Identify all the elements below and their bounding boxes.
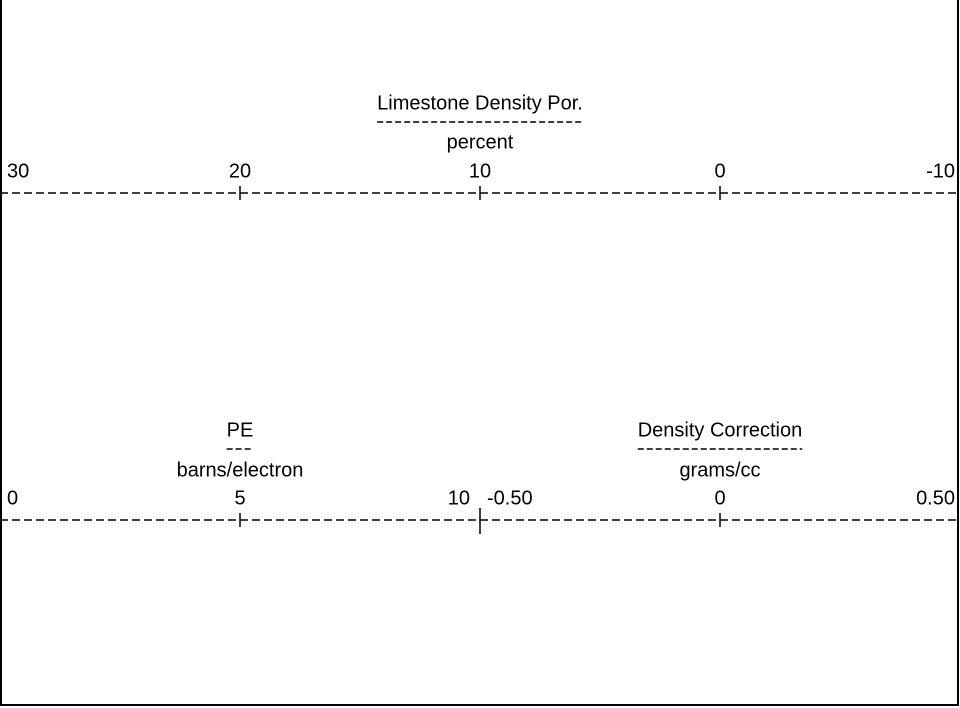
tick-label: -0.50	[487, 487, 533, 509]
tick-label: -10	[926, 160, 955, 182]
tick-label: 0	[714, 487, 725, 509]
scale-unit: barns/electron	[177, 459, 304, 481]
scale-title: PE	[227, 419, 254, 441]
scale-title: Limestone Density Por.	[377, 92, 583, 114]
tick-label: 10	[448, 487, 470, 509]
tick-label: 0	[714, 160, 725, 182]
tick-label: 30	[7, 160, 29, 182]
scale-unit: grams/cc	[679, 459, 760, 481]
tick-label: 10	[469, 160, 491, 182]
tick-label: 0.50	[916, 487, 955, 509]
tick-label: 20	[229, 160, 251, 182]
tick-label: 0	[7, 487, 18, 509]
scale-unit: percent	[447, 131, 514, 153]
tick-label: 5	[234, 487, 245, 509]
scale-title: Density Correction	[638, 419, 803, 441]
